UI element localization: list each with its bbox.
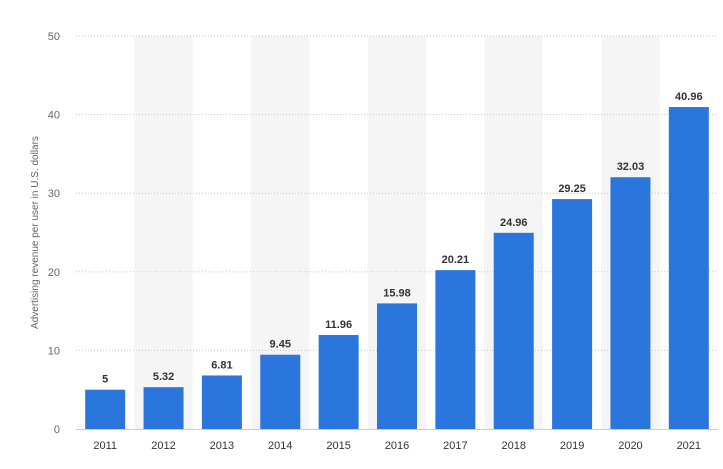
- x-tick-label: 2014: [268, 440, 292, 452]
- background-band: [134, 36, 193, 429]
- data-label: 20.21: [442, 254, 470, 266]
- bar: [668, 107, 709, 430]
- y-axis: 0 10 20 30 40 50: [48, 31, 60, 436]
- x-tick-label: 2019: [560, 440, 584, 452]
- data-label: 5.32: [153, 371, 174, 383]
- x-tick-label: 2020: [618, 440, 642, 452]
- bar: [85, 389, 126, 429]
- data-label: 32.03: [617, 161, 645, 173]
- y-tick-label: 0: [54, 424, 60, 436]
- data-label: 6.81: [211, 359, 232, 371]
- y-tick-label: 40: [48, 110, 60, 122]
- data-label: 29.25: [558, 183, 586, 195]
- data-label: 40.96: [675, 91, 703, 103]
- data-labels: 5 5.32 6.81 9.45 11.96 15.98 20.21 24.96 29.25 32…: [102, 91, 702, 386]
- x-tick-label: 2021: [677, 440, 701, 452]
- data-label: 15.98: [383, 287, 411, 299]
- x-tick-label: 2017: [443, 440, 467, 452]
- x-axis: 2011 2012 2013 2014 2015 2016 2017 2018 2019 2020…: [76, 429, 718, 452]
- y-tick-label: 10: [48, 345, 60, 357]
- data-label: 11.96: [325, 319, 352, 331]
- bar: [610, 177, 651, 429]
- x-tick-label: 2016: [385, 440, 409, 452]
- y-tick-label: 30: [48, 188, 60, 200]
- y-axis-title: Advertising revenue per user in U.S. dol…: [30, 136, 41, 329]
- bar: [143, 387, 184, 429]
- data-label: 9.45: [270, 339, 291, 351]
- y-tick-label: 50: [48, 31, 60, 43]
- bar: [318, 334, 359, 429]
- bar: [435, 270, 476, 429]
- bar: [377, 303, 417, 429]
- y-tick-label: 20: [48, 267, 60, 279]
- x-tick-label: 2018: [501, 440, 525, 452]
- x-tick-label: 2012: [151, 440, 175, 452]
- x-tick-label: 2013: [210, 440, 234, 452]
- bars: [85, 107, 709, 430]
- x-tick-label: 2015: [326, 440, 350, 452]
- bar: [552, 199, 593, 429]
- x-tick-label: 2011: [93, 440, 117, 452]
- data-label: 5: [102, 374, 108, 386]
- bar: [260, 354, 301, 429]
- bar: [201, 375, 242, 429]
- data-label: 24.96: [500, 217, 528, 229]
- bar: [493, 232, 534, 429]
